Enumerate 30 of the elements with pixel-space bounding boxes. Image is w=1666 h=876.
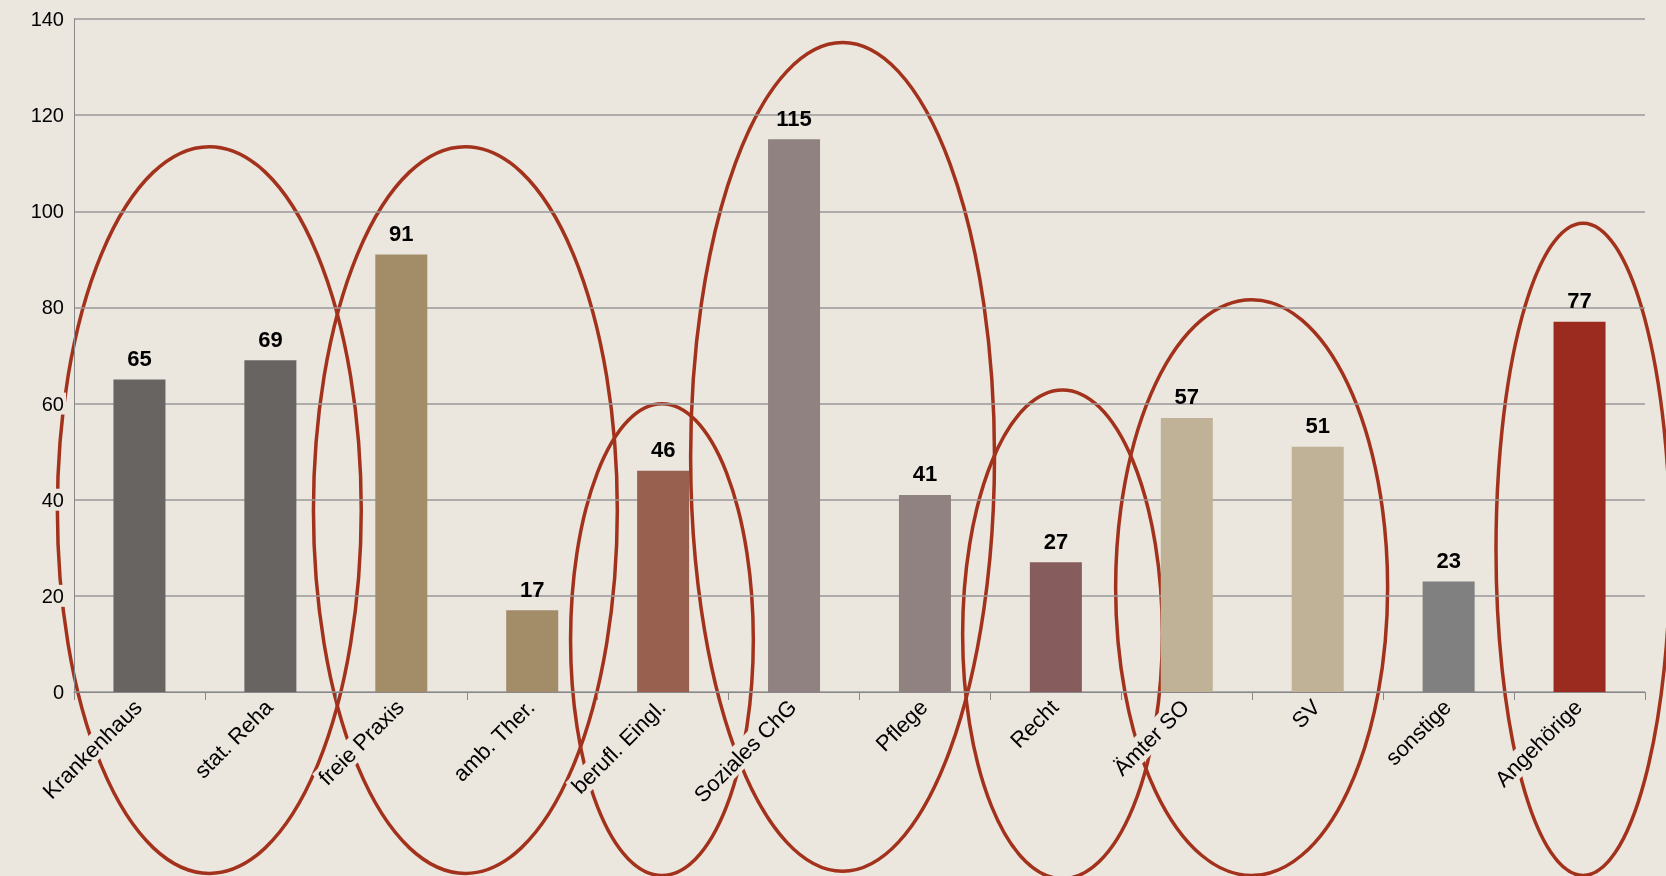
data-label: 27 xyxy=(1043,528,1069,554)
bar xyxy=(506,610,559,692)
x-tick-label: SV xyxy=(1286,694,1326,733)
data-label: 17 xyxy=(519,576,545,602)
data-label: 51 xyxy=(1305,413,1330,439)
y-tick-label: 20 xyxy=(41,584,64,607)
data-label: 77 xyxy=(1567,288,1592,314)
data-label: 23 xyxy=(1436,547,1461,573)
y-tick-label: 120 xyxy=(30,104,64,127)
y-tick-label: 100 xyxy=(30,200,64,223)
data-label: 91 xyxy=(389,221,414,247)
bar xyxy=(1160,417,1213,692)
data-label: 46 xyxy=(650,437,676,463)
bar xyxy=(375,254,428,692)
bar xyxy=(1029,562,1082,692)
y-tick-label: 80 xyxy=(41,296,64,319)
x-tick-label: amb. Ther. xyxy=(447,694,540,787)
bar xyxy=(113,379,166,692)
data-label: 57 xyxy=(1174,384,1200,410)
data-label: 115 xyxy=(776,105,812,131)
y-tick-label: 140 xyxy=(30,8,64,30)
bar xyxy=(1553,321,1606,692)
bar xyxy=(637,470,690,692)
data-label: 41 xyxy=(912,461,938,487)
y-tick-label: 60 xyxy=(41,392,64,415)
bar xyxy=(1291,446,1344,692)
bar xyxy=(244,360,297,692)
y-tick-label: 40 xyxy=(41,488,64,511)
data-label: 65 xyxy=(127,346,152,372)
data-label: 69 xyxy=(258,326,283,352)
